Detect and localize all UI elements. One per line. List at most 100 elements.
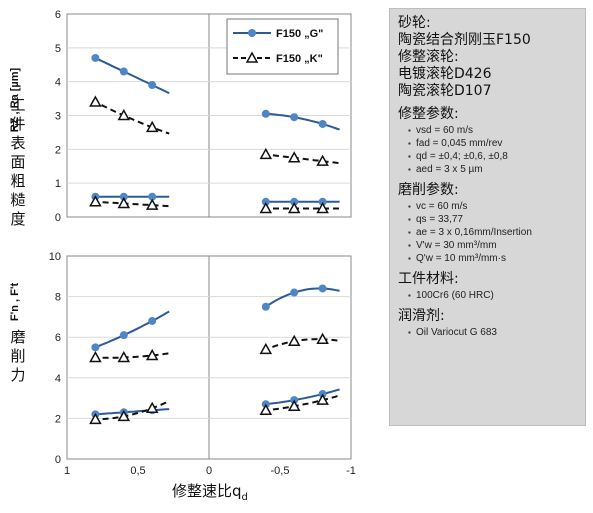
data-point-triangle [117,108,131,121]
data-point-circle [91,53,100,62]
data-point-circle [148,192,157,201]
y-tick-label: 10 [49,251,61,263]
grinding-param-item: vc = 60 m/s [408,200,577,213]
x-axis-label: 修整速比qd [172,482,248,503]
y-tick-label: 2 [55,144,61,156]
y-tick-label: 0 [55,212,61,224]
bottom-ylabel-char: 力 [10,366,25,384]
grinding-params-list: vc = 60 m/s qs = 33,77 ae = 3 x 0,16mm/I… [398,200,577,265]
dressing-param-item: fad = 0,045 mm/rev [408,137,577,150]
parameter-panel: 砂轮: 陶瓷结合剂刚玉F150 修整滚轮: 电镀滚轮D426 陶瓷滚轮D107 … [389,8,586,426]
data-point-triangle [287,201,301,214]
data-point-circle [148,316,157,325]
top-ylabel-char: 糙 [10,191,25,209]
series-layer [89,53,340,425]
top-ylabel-char: 度 [10,210,25,228]
data-point-triangle [89,412,102,425]
top-ylabel-unit: RZ , Ra [µm] [9,67,21,132]
data-point-triangle [145,198,159,210]
data-point-circle [261,197,270,206]
data-point-triangle [259,342,273,355]
trend-line-g [92,55,170,95]
y-tick-label: 1 [55,178,61,190]
plot-frames [66,13,352,460]
data-point-triangle [287,334,301,347]
grinding-param-item: Q'w = 10 mm³/mm·s [408,252,577,265]
bottom-ylabel-char: 削 [10,347,25,365]
dressing-param-item: aed = 3 x 5 µm [408,163,577,176]
data-point-circle [91,343,100,352]
y-tick-label: 8 [55,292,61,304]
legend-g-label: F150 „G" [276,28,323,40]
workpiece-list: 100Cr6 (60 HRC) [398,289,577,302]
legend-g-marker [248,29,256,37]
grinding-params-title: 磨削参数: [398,182,459,198]
y-tick-label: 6 [55,9,61,21]
y-tick-label: 3 [55,111,61,123]
y-tick-label: 2 [55,413,61,425]
data-point-circle [119,67,128,76]
data-point-triangle [117,196,131,209]
y-tick-label: 6 [55,332,61,344]
data-point-triangle [89,95,102,107]
data-point-circle [119,192,128,201]
data-point-triangle [316,154,329,166]
trend-line-k [262,394,340,412]
legend-box [226,18,339,75]
top-ylabel-char: 表 [10,134,25,152]
grinding-param-item: ae = 3 x 0,16mm/Insertion [408,226,577,239]
top-ylabel-char: 面 [10,153,25,171]
top-ylabel-char: 粗 [10,172,25,190]
data-point-triangle [316,332,329,344]
data-point-triangle [145,120,159,133]
dressing-param-item: qd = ±0,4; ±0,6, ±0,8 [408,150,577,163]
x-axis-label-sub: d [242,492,248,503]
data-point-circle [318,284,327,293]
bottom-ylabel-symbol: F'n , F't [9,283,21,322]
data-point-circle [148,81,157,90]
legend: F150 „G" F150 „K" [226,18,339,75]
data-point-triangle [287,399,301,411]
trend-line-k [92,99,170,135]
data-point-circle [261,109,270,118]
trend-line-g [262,388,340,406]
x-tick-label: 0 [206,465,212,477]
dressing-params-title: 修整参数: [398,106,459,122]
trend-line-k [92,200,170,208]
data-point-circle [290,197,299,206]
dresser-line-1: 电镀滚轮D426 [398,66,492,82]
lubricant-list: Oil Variocut G 683 [398,326,577,339]
bottom-ylabel-cn: 磨削力 [10,328,25,384]
data-point-triangle [89,195,102,207]
dressing-param-item: vsd = 60 m/s [408,124,577,137]
trend-line-g [262,287,340,310]
trend-line-k [92,400,170,421]
grinding-wheel-value: 陶瓷结合剂刚玉F150 [398,32,531,48]
y-tick-label: 0 [55,454,61,466]
data-point-circle [318,119,327,128]
data-point-triangle [117,350,131,363]
data-point-triangle [287,151,301,163]
grinding-wheel-title: 砂轮: [398,15,431,31]
lubricant-title: 润滑剂: [398,308,445,324]
lubricant-item: Oil Variocut G 683 [408,326,577,339]
data-point-triangle [316,393,329,405]
trend-line-k [92,352,170,359]
top-ylabel-char: 件 [10,115,25,133]
workpiece-title: 工件材料: [398,271,459,287]
y-tick-label: 4 [55,77,61,89]
x-axis-label-main: 修整速比q [172,482,242,500]
data-point-circle [290,113,299,122]
data-point-triangle [89,350,102,363]
legend-k-label: F150 „K" [276,53,323,65]
dressing-params-list: vsd = 60 m/s fad = 0,045 mm/rev qd = ±0,… [398,124,577,176]
x-tick-label: -0,5 [271,465,290,477]
data-point-triangle [259,201,273,214]
dresser-line-2: 陶瓷滚轮D107 [398,83,492,99]
data-point-triangle [316,201,329,214]
grinding-param-item: qs = 33,77 [408,213,577,226]
workpiece-item: 100Cr6 (60 HRC) [408,289,577,302]
